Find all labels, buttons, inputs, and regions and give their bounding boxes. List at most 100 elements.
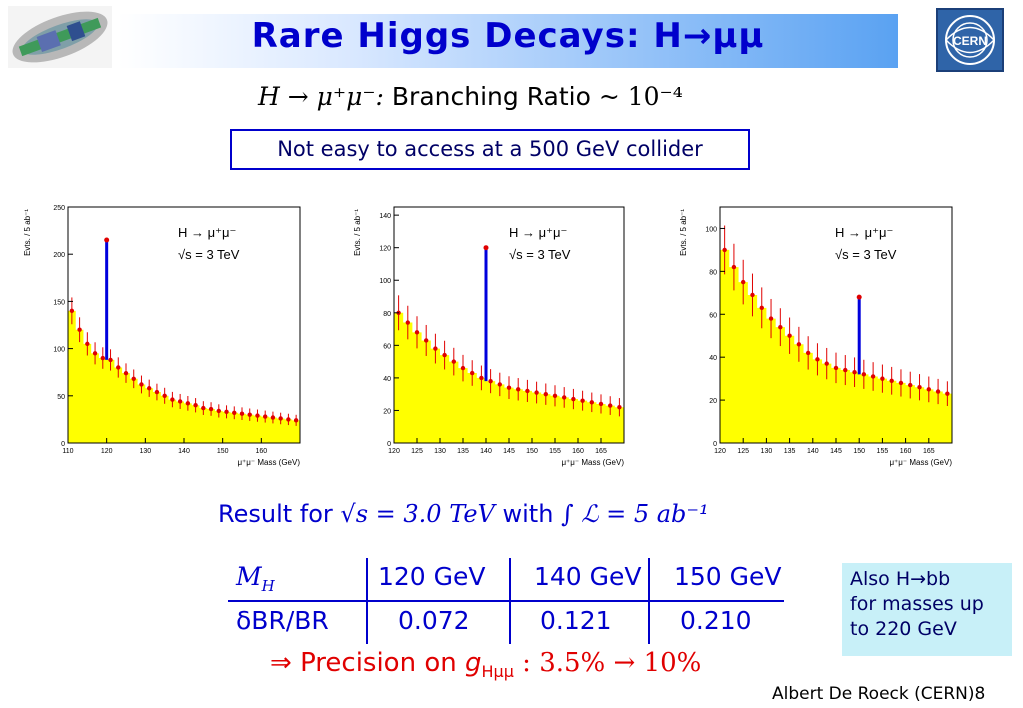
data-point [123, 370, 129, 376]
data-point [617, 404, 622, 410]
data-point [889, 378, 894, 383]
data-point [278, 416, 283, 421]
x-tick-label: 120 [101, 448, 113, 455]
data-point [525, 388, 530, 394]
x-tick-label: 145 [503, 448, 515, 455]
y-tick-label: 120 [379, 246, 391, 253]
data-point [497, 382, 502, 387]
data-point [750, 292, 755, 298]
x-tick-label: 150 [217, 448, 229, 455]
results-table: MH δBR/BR 120 GeV 140 GeV 150 GeV 0.072 … [228, 558, 788, 648]
table-value-150: 0.210 [680, 606, 752, 635]
table-value-120: 0.072 [398, 606, 470, 635]
data-point [100, 355, 106, 361]
legend-process: H → μ⁺μ⁻ [835, 225, 893, 240]
table-col-header-120: 120 GeV [378, 562, 486, 591]
y-tick-label: 20 [709, 398, 717, 405]
data-point [833, 365, 839, 371]
legend-energy: √s = 3 TeV [509, 247, 571, 262]
x-tick-label: 165 [923, 448, 935, 455]
background-fill-area [68, 310, 300, 443]
data-point [185, 401, 191, 406]
data-point [201, 405, 206, 411]
background-fill-area [394, 312, 624, 443]
table-divider-2 [509, 558, 511, 644]
table-divider-horizontal [228, 600, 784, 602]
data-point [116, 365, 121, 370]
data-point [787, 333, 792, 338]
y-tick-label: 100 [705, 226, 717, 233]
x-tick-label: 140 [807, 448, 819, 455]
x-tick-label: 130 [761, 448, 773, 455]
table-value-140: 0.121 [540, 606, 612, 635]
data-point [69, 308, 75, 314]
data-point [232, 410, 237, 415]
precision-line: ⇒ Precision on gHμμ : 3.5% → 10% [270, 648, 702, 682]
legend-process: H → μ⁺μ⁻ [178, 225, 236, 240]
data-point [263, 414, 268, 419]
result-line: Result for √s = 3.0 TeV with ∫ ℒ = 5 ab⁻… [218, 500, 709, 528]
data-point [405, 320, 410, 325]
x-tick-label: 165 [595, 448, 607, 455]
data-point [92, 351, 98, 356]
data-point [722, 247, 727, 253]
table-divider-3 [648, 558, 650, 644]
y-tick-label: 60 [383, 343, 391, 350]
data-point [824, 361, 829, 366]
footer: Albert De Roeck (CERN)8 [772, 684, 985, 704]
data-point [543, 391, 548, 397]
data-point [908, 382, 913, 388]
legend-energy: √s = 3 TeV [178, 247, 240, 262]
x-tick-label: 130 [139, 448, 151, 455]
data-point [506, 385, 512, 390]
data-point [424, 338, 429, 343]
mass-spectrum-plot-140: 120 125 130 135 140 145 150 155 160 165 0 20 40 60 80 1… [353, 206, 625, 467]
data-point [224, 409, 229, 415]
x-tick-label: 150 [853, 448, 865, 455]
data-point [433, 346, 438, 351]
data-point [460, 365, 466, 371]
y-tick-label: 140 [379, 213, 391, 220]
page-number: 8 [974, 684, 986, 704]
table-row-header-dbr: δBR/BR [236, 606, 329, 635]
y-tick-label: 40 [709, 355, 717, 362]
also-note-line-2: for masses up [850, 593, 984, 615]
y-tick-label: 0 [61, 441, 65, 448]
background-fill-area [720, 249, 952, 443]
also-hbb-note: Also H→bb for masses up to 220 GeV [842, 563, 1012, 656]
data-point [239, 411, 245, 416]
data-point [741, 279, 746, 285]
data-point [108, 357, 113, 363]
x-tick-label: 140 [480, 448, 492, 455]
data-point [552, 393, 558, 398]
footer-author: Albert De Roeck (CERN) [772, 684, 975, 704]
branching-ratio-formula: H → μ⁺μ⁻: Branching Ratio ~ 10⁻⁴ [258, 82, 683, 111]
y-tick-label: 20 [383, 408, 391, 415]
data-point [442, 352, 447, 358]
data-point [880, 376, 885, 381]
table-divider-1 [366, 558, 368, 644]
data-point [293, 418, 299, 423]
y-tick-label: 40 [383, 376, 391, 383]
data-point [571, 396, 576, 402]
data-point [589, 400, 594, 405]
data-point [917, 385, 922, 390]
collider-note: Not easy to access at a 500 GeV collider [230, 129, 750, 170]
data-point [216, 408, 221, 414]
y-tick-label: 250 [53, 205, 65, 212]
x-tick-label: 145 [830, 448, 842, 455]
data-point [926, 387, 931, 392]
data-point [843, 367, 848, 373]
data-point [77, 327, 82, 332]
data-point [147, 386, 152, 391]
data-point [898, 380, 904, 386]
data-point [759, 305, 764, 311]
data-point [470, 370, 475, 376]
data-point [598, 401, 604, 407]
data-point [255, 413, 260, 418]
data-point [208, 406, 214, 412]
data-point [580, 398, 585, 403]
data-point [815, 357, 820, 362]
x-tick-label: 160 [572, 448, 584, 455]
data-point [731, 264, 737, 270]
